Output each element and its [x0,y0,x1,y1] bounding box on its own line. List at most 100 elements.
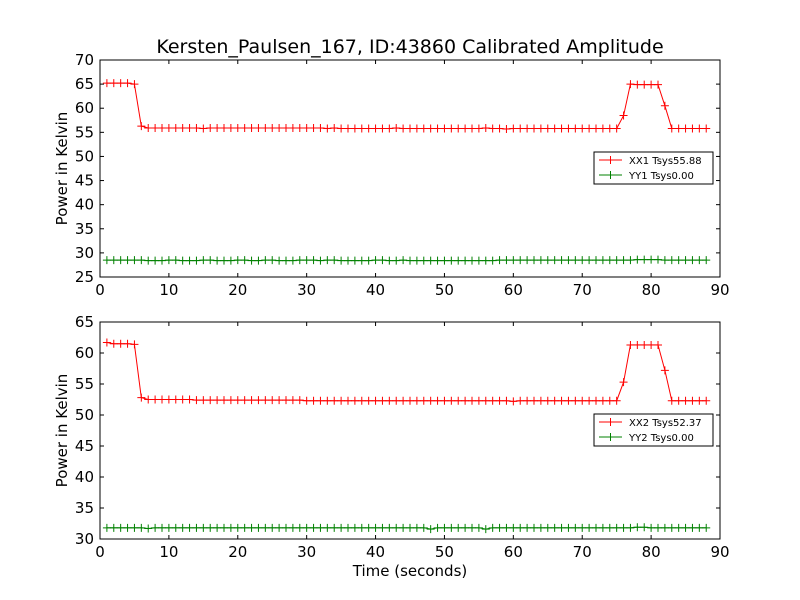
data-point [447,396,456,405]
x-tick-label: 0 [95,543,105,561]
data-point [399,523,408,532]
y-tick-label: 65 [75,313,94,331]
legend-swatch-marker [606,433,615,441]
data-point [578,523,587,532]
data-point [261,396,270,405]
y-tick-label: 35 [75,220,94,238]
data-point [137,393,146,402]
data-point [226,256,235,265]
top-panel: 0 10 20 30 40 50 60 70 80 90 25 30 35 40 45 50 55 60 65 70 P… [53,51,730,299]
data-point [523,124,532,133]
data-point [247,396,256,405]
data-point [598,523,607,532]
data-point [598,124,607,133]
data-point [585,523,594,532]
data-point [426,124,435,133]
x-tick-label: 70 [573,281,592,299]
y-tick-label: 50 [75,406,94,424]
data-point [344,523,352,532]
data-point [419,523,428,532]
data-point [164,256,173,265]
data-point [233,256,242,265]
data-point [137,122,146,131]
y-tick-label: 55 [75,375,94,393]
x-tick-label: 60 [504,281,523,299]
data-point [220,523,228,532]
data-point [220,396,228,405]
data-point [612,523,621,532]
data-point [357,523,366,532]
data-point [309,523,318,532]
y-tick-label: 30 [75,244,94,262]
data-point [440,523,449,532]
data-point [426,396,435,405]
data-point [392,396,401,405]
data-point [626,80,635,89]
data-point [536,256,545,265]
data-point [206,256,215,265]
data-point [406,124,414,133]
data-point [350,256,359,265]
data-point [550,124,559,133]
data-point [337,523,346,532]
data-point [192,256,201,265]
data-point [564,396,573,405]
data-point [282,523,290,532]
data-point [412,256,421,265]
data-point [695,396,704,405]
data-point [633,340,642,349]
data-point [144,123,153,132]
y-axis-label: Power in Kelvin [53,374,71,488]
data-point [592,523,600,532]
data-point [433,124,442,133]
figure-title: Kersten_Paulsen_167, ID:43860 Calibrated… [156,36,663,58]
data-point [543,256,552,265]
data-point [530,124,538,133]
x-tick-label: 90 [710,281,729,299]
data-point [337,396,346,405]
data-point [578,396,587,405]
data-point [502,523,511,532]
data-point [399,124,408,133]
data-point [288,123,297,132]
data-point [102,523,111,532]
data-point [350,523,359,532]
data-point [316,123,325,132]
data-point [667,523,676,532]
data-point [640,80,649,89]
data-point [509,256,518,265]
data-point [557,124,566,133]
data-point [571,256,580,265]
data-point [233,396,242,405]
data-point [385,396,394,405]
data-point [171,256,180,265]
legend-swatch-marker [606,418,615,426]
data-point [185,123,194,132]
data-point [323,256,332,265]
x-tick-label: 0 [95,281,105,299]
data-point [116,79,125,88]
data-point [185,395,194,404]
data-point [502,124,511,133]
data-point [564,256,573,265]
data-point [695,256,704,265]
data-point [488,124,497,133]
data-point [412,523,421,532]
data-point [151,123,160,132]
x-axis-label: Time (seconds) [352,562,468,580]
data-point [344,124,352,133]
data-point [474,256,483,265]
data-point [116,339,125,348]
x-tick-label: 30 [297,543,316,561]
data-point [158,256,166,265]
data-point [598,256,607,265]
y-tick-label: 60 [75,344,94,362]
data-point [674,124,683,133]
data-point [440,256,449,265]
data-point [357,396,366,405]
data-point [213,523,222,532]
x-tick-label: 20 [228,281,247,299]
x-tick-label: 70 [573,543,592,561]
data-point [523,256,532,265]
data-point [419,396,428,405]
